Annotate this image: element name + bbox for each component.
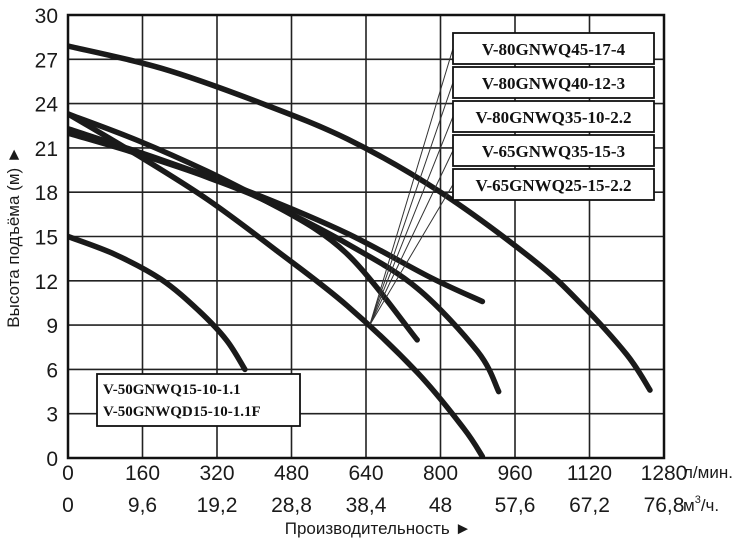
plot-frame [66,13,666,460]
legend-entry: V-65GNWQ35-15-3 [482,142,625,161]
series-curve [68,111,486,458]
x-tick-label-m3h: 19,2 [197,494,238,517]
x-tick-label-m3h: 48 [429,494,452,517]
x-tick-label-lmin: 480 [274,462,309,485]
y-tick-label: 27 [35,49,58,72]
x-tick-label-m3h: 28,8 [271,494,312,517]
y-tick-label: 30 [35,5,58,28]
legend-box [96,373,301,427]
legend-box [452,66,655,99]
x-tick-label-lmin: 160 [125,462,160,485]
legend-leader-line [369,48,454,326]
x-tick-label-lmin: 800 [423,462,458,485]
y-axis-title: Высота подъёма (м) ► [4,146,23,327]
y-tick-label: 6 [46,359,58,382]
x-axis-title: Производительность ► [285,519,472,538]
x-tick-label-lmin: 320 [199,462,234,485]
y-tick-label: 18 [35,182,58,205]
x-unit-m3h: м3/ч. [683,494,719,515]
x-tick-label-m3h: 57,6 [495,494,536,517]
legend-entry: V-65GNWQ25-15-2.2 [476,176,632,195]
y-tick-label: 0 [46,448,58,471]
legend-entry: V-80GNWQ35-10-2.2 [476,108,632,127]
legend: V-80GNWQ45-17-4 V-80GNWQ40-12-3 V-80GNWQ35… [96,32,655,427]
legend-entry: V-50GNWQ15-10-1.1 [103,382,241,398]
x-tick-label-lmin: 960 [497,462,532,485]
y-tick-labels: 0 3 6 9 12 15 18 21 24 27 30 [35,5,59,471]
legend-box [452,168,655,201]
series-curve [68,125,486,305]
y-tick-label: 3 [46,404,58,427]
y-tick-label: 21 [35,138,58,161]
y-tick-label: 24 [35,94,59,117]
x-tick-label-m3h: 76,8 [644,494,685,517]
x-tick-label-m3h: 67,2 [569,494,610,517]
x-tick-label-lmin: 0 [62,462,74,485]
legend-box [452,100,655,133]
series-curve [68,233,248,373]
legend-leader-line [369,82,454,326]
y-tick-label: 9 [46,315,58,338]
x-tick-label-lmin: 640 [348,462,383,485]
legend-leader-line [369,150,454,326]
series-curve [68,43,653,393]
y-tick-label: 15 [35,227,58,250]
x-tick-labels-m3h: 0 9,6 19,2 28,8 38,4 48 57,6 67,2 76,8 [62,494,684,517]
legend-entry: V-80GNWQ45-17-4 [482,40,626,59]
legend-leader-line [369,184,454,326]
legend-entry: V-80GNWQ40-12-3 [482,74,625,93]
legend-leader-lines [369,48,454,326]
pump-curves [68,43,653,458]
legend-entry: V-50GNWQD15-10-1.1F [103,404,261,420]
x-tick-label-lmin: 1120 [567,462,612,485]
legend-leader-line [369,116,454,326]
y-tick-label: 12 [35,271,58,294]
x-tick-label-m3h: 38,4 [346,494,387,517]
legend-box [452,32,655,65]
x-tick-label-m3h: 0 [62,494,74,517]
x-tick-label-lmin: 1280 [641,462,688,485]
x-unit-lmin: л/мин. [683,463,733,482]
x-tick-labels-lmin: 0 160 320 480 640 800 960 1120 1280 [62,462,687,485]
x-tick-label-m3h: 9,6 [128,494,157,517]
legend-box [452,134,655,167]
